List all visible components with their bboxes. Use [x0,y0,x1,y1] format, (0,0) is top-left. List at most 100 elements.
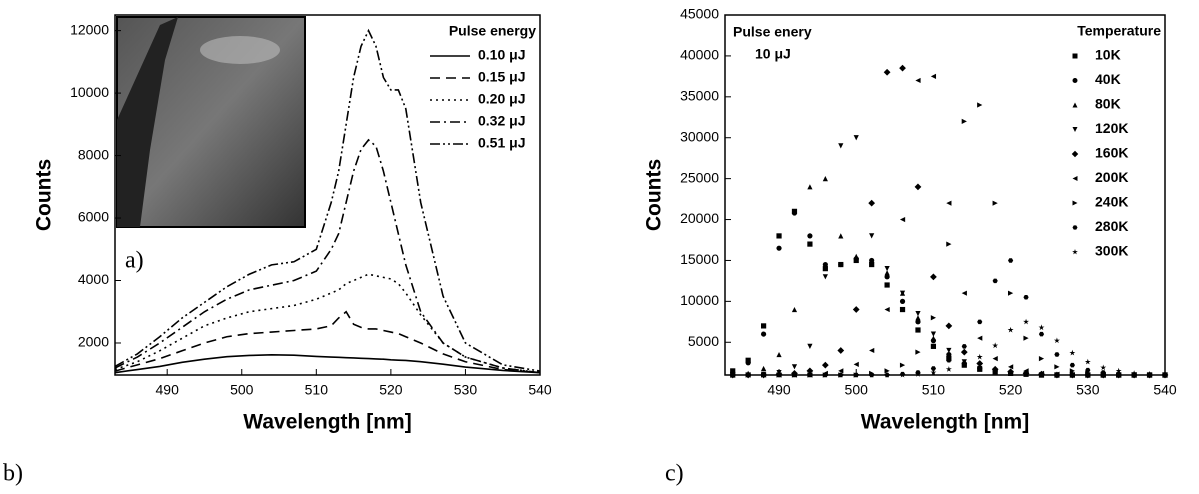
annotation: 10 μJ [755,46,791,62]
data-point [883,68,891,76]
data-point [884,282,890,288]
y-axis-title: Counts [643,159,666,231]
x-tick-label: 540 [1153,382,1177,398]
legend-marker [1072,127,1078,132]
legend-marker [1072,249,1078,255]
legend-marker [1071,150,1079,158]
data-point [869,261,875,268]
data-point [1054,371,1060,377]
data-point [930,73,937,79]
data-point [838,368,844,374]
data-point [884,368,890,374]
legend-label: 160K [1095,145,1128,161]
legend-label: 280K [1095,218,1128,234]
data-point [899,362,906,368]
series-line [114,138,541,374]
data-point [1115,367,1122,374]
data-point [1038,370,1045,376]
annotation: Pulse enery [733,24,812,40]
data-point [961,290,967,296]
y-tick-label: 5000 [688,333,719,349]
x-tick-label: 520 [379,382,403,398]
plot-frame [114,14,541,376]
data-point [946,241,952,247]
panel-label: b) [3,461,23,487]
legend-label: 200K [1095,169,1128,185]
y-tick-label: 30000 [680,128,719,144]
data-point [791,306,798,313]
data-point [853,361,859,367]
y-tick-label: 10000 [680,292,719,308]
data-point [1146,371,1153,377]
y-tick-label: 25000 [680,169,719,185]
data-point [899,64,906,72]
data-point [915,371,921,377]
y-tick-label: 2000 [78,334,109,350]
data-point [776,245,782,251]
data-point [1084,358,1091,365]
data-point [930,366,937,371]
data-point [884,306,890,313]
data-point [807,241,813,247]
y-tick-label: 15000 [680,251,719,267]
data-point [992,356,998,362]
data-point [852,306,860,313]
data-point [961,118,967,124]
legend-label: 240K [1095,194,1128,210]
data-point [915,311,921,317]
data-point [1023,368,1029,374]
data-point [791,210,798,216]
series-line [114,354,541,374]
data-point [1069,349,1076,356]
x-tick-label: 510 [305,382,329,398]
data-point [945,366,952,372]
data-point [884,266,890,272]
data-point [1054,364,1060,370]
data-point [1007,326,1014,333]
data-point [884,270,890,276]
data-point [915,327,921,333]
data-point [884,274,890,280]
data-point [1054,352,1060,357]
data-point [1023,318,1030,325]
data-point [869,233,875,239]
data-point [806,371,813,378]
data-point [915,315,921,321]
data-point [992,200,998,206]
data-point [1069,362,1075,368]
data-point [1008,364,1014,370]
data-point [745,360,751,366]
data-point [760,323,767,329]
legend-label: 120K [1095,120,1128,136]
data-point [976,360,984,367]
plot-frame [724,14,1166,376]
data-point [807,343,813,349]
data-point [853,371,860,378]
data-point [822,266,828,272]
data-point [930,273,937,281]
data-point [899,290,906,296]
data-point [869,347,875,354]
data-point [745,371,752,378]
data-point [822,261,828,268]
data-point [806,367,814,375]
data-point [776,351,782,358]
data-point [1008,258,1014,263]
data-point [1023,295,1029,300]
y-tick-label: 6000 [78,209,109,225]
data-point [760,331,767,337]
legend-label: 10K [1095,47,1121,63]
legend-label: 0.32 μJ [478,113,526,129]
data-point [946,347,952,354]
x-tick-label: 530 [454,382,478,398]
data-point [853,135,859,141]
data-point [930,343,937,349]
x-axis-title: Wavelength [nm] [861,411,1029,434]
data-point [1085,367,1091,373]
legend-label: 80K [1095,96,1121,112]
data-point [899,371,906,378]
data-point [946,358,952,363]
legend-label: 300K [1095,243,1128,259]
data-point [961,344,967,349]
